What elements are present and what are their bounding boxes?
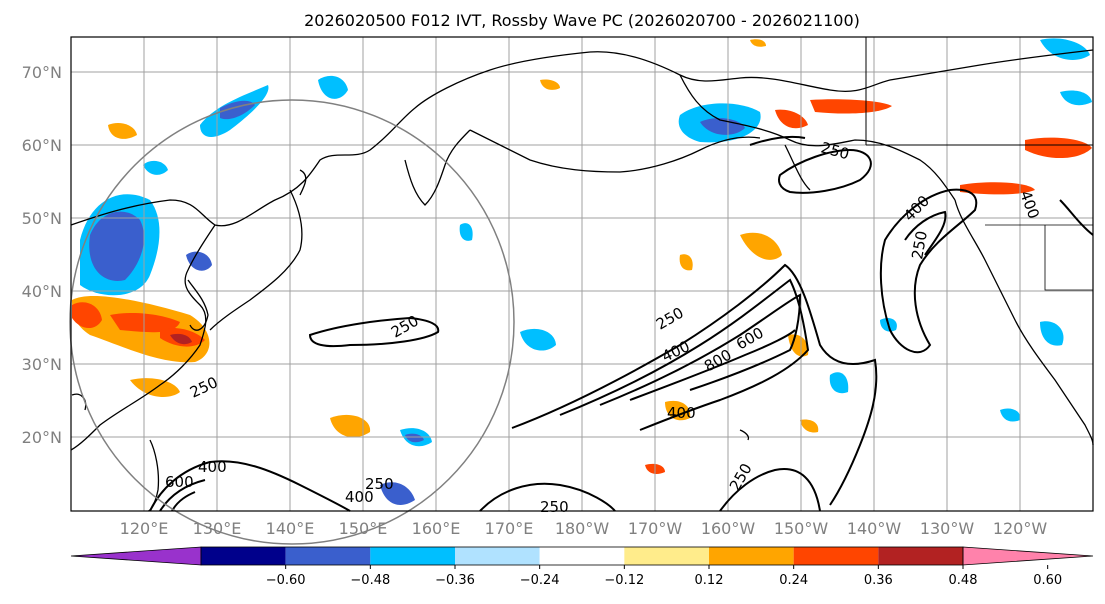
map-frame <box>70 36 1094 512</box>
pos-anomaly-blob <box>540 79 560 90</box>
lon-label: 130°W <box>920 519 975 538</box>
neg-anomaly-blob <box>1000 408 1021 422</box>
colorbar-tick-label: 0.24 <box>779 573 808 588</box>
lon-label: 120°E <box>120 519 169 538</box>
lon-label: 150°W <box>774 519 829 538</box>
pos-anomaly-blob <box>108 123 137 139</box>
pos-anomaly-blob <box>960 182 1035 195</box>
neg-anomaly-blob <box>318 75 348 99</box>
pos-anomaly-blob <box>740 232 782 260</box>
latitude-labels: 70°N 60°N 50°N 40°N 30°N 20°N <box>22 63 62 447</box>
ivt-contours <box>149 135 1094 512</box>
colorbar: −0.60 −0.48 −0.36 −0.24 −0.12 0.12 0.24 0.36 0.4… <box>70 546 1094 588</box>
colorbar-tick-label: 0.60 <box>1033 573 1062 588</box>
contour-label: 250 <box>540 498 569 516</box>
neg-anomaly-blob <box>1040 38 1090 60</box>
neg-anomaly-blob <box>520 328 556 351</box>
pos-anomaly-blob <box>330 414 371 438</box>
lat-label: 70°N <box>22 63 62 82</box>
pos-anomaly-blob <box>665 400 691 421</box>
colorbar-tick-label: 0.36 <box>864 573 893 588</box>
neg-anomaly-blob <box>380 482 415 505</box>
neg-anomaly-blob <box>89 211 145 281</box>
colorbar-tick-label: 0.48 <box>949 573 978 588</box>
gridlines <box>71 37 1093 511</box>
map-panel: 250 400 600 800 250 400 250 400 250 400 … <box>69 36 1094 545</box>
colorbar-segment <box>793 547 879 565</box>
pos-anomaly-blob <box>775 109 808 129</box>
pos-anomaly-blob <box>679 254 693 271</box>
figure-title: 2026020500 F012 IVT, Rossby Wave PC (202… <box>304 11 860 30</box>
pos-anomaly-blob <box>72 302 102 329</box>
colorbar-tick-label: 0.12 <box>695 573 724 588</box>
colorbar-tick-label: −0.36 <box>435 573 475 588</box>
pos-anomaly-blob <box>750 39 766 47</box>
lon-label: 170°W <box>628 519 683 538</box>
colorbar-segment <box>370 547 455 565</box>
lon-label: 130°E <box>193 519 242 538</box>
neg-anomaly-blob <box>459 223 473 241</box>
colorbar-tick-label: −0.48 <box>350 573 390 588</box>
lon-label: 120°W <box>993 519 1048 538</box>
colorbar-segment <box>285 547 371 565</box>
colorbar-tick-label: −0.12 <box>604 573 644 588</box>
pos-anomaly-blob <box>130 378 180 397</box>
colorbar-segment <box>709 547 794 565</box>
lon-label: 160°E <box>412 519 461 538</box>
neg-anomaly-blob <box>1060 90 1092 106</box>
contour-label: 250 <box>365 475 394 493</box>
neg-anomaly-blob <box>405 433 424 443</box>
neg-anomaly-blob <box>186 251 212 271</box>
lon-label: 140°W <box>847 519 902 538</box>
lon-label: 170°E <box>485 519 534 538</box>
colorbar-segment <box>878 547 963 565</box>
contour-label: 250 <box>908 229 931 260</box>
colorbar-segment <box>539 547 625 565</box>
neg-anomaly-blob <box>143 160 168 175</box>
contour-label: 400 <box>667 404 696 422</box>
lat-label: 60°N <box>22 136 62 155</box>
lat-label: 20°N <box>22 428 62 447</box>
pos-anomaly-blob <box>800 419 819 433</box>
lon-label: 160°W <box>701 519 756 538</box>
rossby-wave-region-circle <box>69 99 515 545</box>
longitude-labels: 120°E 130°E 140°E 150°E 160°E 170°E 180°… <box>120 519 1048 538</box>
colorbar-segment <box>624 547 709 565</box>
colorbar-extend-high <box>962 546 1094 566</box>
lat-label: 40°N <box>22 282 62 301</box>
pos-anomaly-blob <box>110 312 180 333</box>
coastlines <box>70 37 1094 512</box>
lon-label: 150°E <box>339 519 388 538</box>
contour-label: 600 <box>165 473 194 491</box>
lon-label: 180°W <box>555 519 610 538</box>
pos-anomaly-blob <box>170 333 192 345</box>
lat-label: 30°N <box>22 355 62 374</box>
colorbar-frame <box>200 546 964 566</box>
colorbar-segment <box>201 547 286 565</box>
colorbar-segment <box>455 547 540 565</box>
lat-label: 50°N <box>22 209 62 228</box>
pos-anomaly-blob <box>810 99 892 114</box>
colorbar-tick-label: −0.60 <box>266 573 306 588</box>
contour-label: 400 <box>198 458 227 476</box>
pos-anomaly-blob <box>1025 137 1092 159</box>
neg-anomaly-blob <box>829 372 849 394</box>
ivt-shading <box>72 38 1092 505</box>
lon-label: 140°E <box>266 519 315 538</box>
colorbar-tick-label: −0.24 <box>520 573 560 588</box>
contour-label: 400 <box>345 488 374 506</box>
neg-anomaly-blob <box>1040 321 1064 346</box>
colorbar-extend-low <box>70 546 202 566</box>
